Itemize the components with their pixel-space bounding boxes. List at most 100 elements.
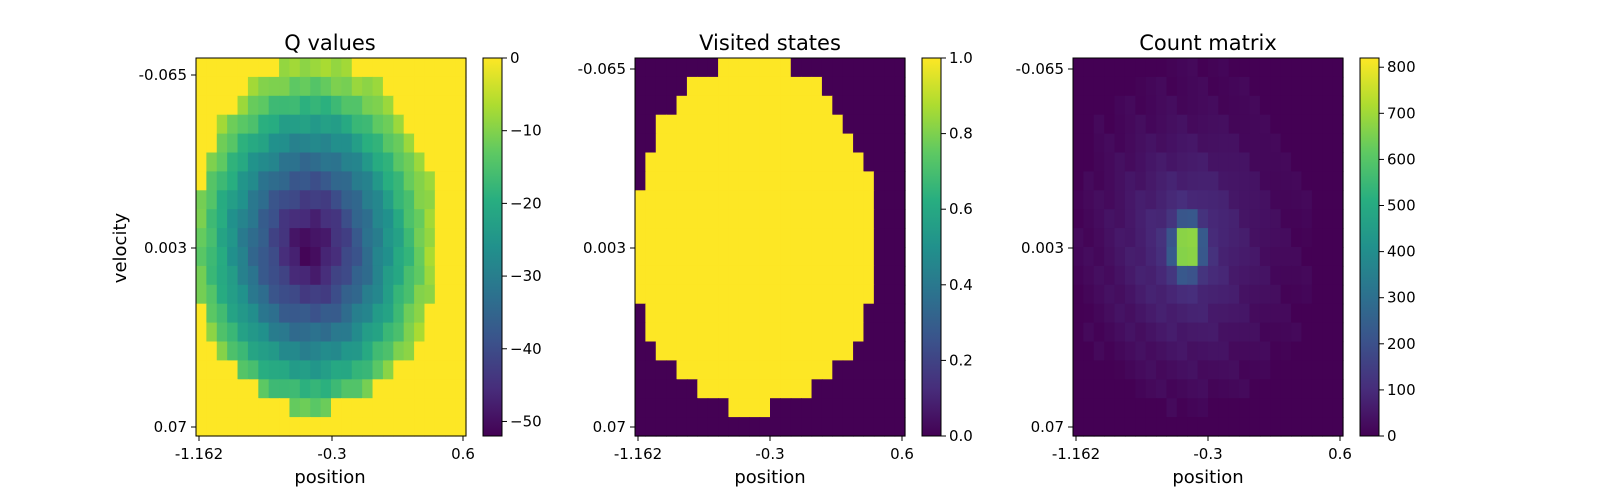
count-matrix-cell: [1322, 209, 1334, 229]
count-matrix-cell: [1291, 171, 1303, 191]
q-values-cell: [216, 190, 228, 210]
q-values-cell: [206, 76, 218, 97]
count-matrix-cell: [1124, 133, 1136, 154]
visited-states-cell: [749, 228, 761, 248]
q-values-cell: [227, 171, 239, 191]
count-matrix-cell: [1311, 284, 1323, 305]
q-values-cell: [310, 171, 322, 191]
count-matrix-cell: [1156, 417, 1168, 437]
q-values-cell: [434, 303, 446, 324]
count-matrix-cell: [1114, 95, 1126, 116]
count-matrix-title: Count matrix: [1139, 31, 1277, 55]
count-matrix-cell: [1166, 133, 1178, 154]
count-matrix-cell: [1259, 247, 1271, 267]
visited-states-cell: [728, 360, 740, 380]
count-matrix-colorbar-gradient: [1359, 57, 1380, 437]
count-matrix-cell: [1197, 190, 1209, 210]
q-values-cell: [258, 360, 270, 380]
count-matrix-cell: [1218, 76, 1230, 97]
q-values-cell: [424, 322, 436, 343]
visited-states-cell: [894, 209, 906, 229]
count-matrix-cell: [1124, 265, 1136, 286]
count-matrix-cell: [1332, 190, 1344, 210]
count-matrix-cell: [1176, 360, 1188, 380]
count-matrix-cell: [1270, 265, 1282, 286]
count-matrix-cell: [1249, 265, 1261, 286]
q-values-cell: [372, 95, 384, 116]
q-values-cell: [351, 95, 363, 116]
q-values-cell: [216, 58, 228, 78]
count-matrix-cell: [1322, 398, 1334, 418]
visited-states-cell: [853, 398, 865, 418]
colorbar-tick-label: 300: [1387, 289, 1416, 307]
count-matrix-cell: [1280, 417, 1292, 437]
q-values-cell: [289, 265, 301, 286]
visited-states-cell: [770, 360, 781, 380]
q-values-cell: [372, 209, 384, 229]
colorbar-tick-label: −10: [510, 122, 542, 140]
colorbar-tick-label: 0: [510, 49, 520, 67]
q-values-cell: [310, 360, 322, 380]
count-matrix-cell: [1239, 247, 1251, 267]
q-values-cell: [268, 114, 280, 135]
count-matrix-cell: [1208, 133, 1219, 154]
count-matrix-cell: [1145, 190, 1157, 210]
visited-states-cell: [811, 417, 823, 437]
visited-states-y-ticks: -0.065 0.003 0.07: [578, 60, 635, 436]
count-matrix-cell: [1239, 379, 1251, 399]
q-values-cell: [434, 228, 446, 248]
visited-states-cell: [738, 114, 750, 135]
visited-states-cell: [645, 171, 657, 191]
q-values-cell: [196, 190, 207, 210]
visited-states-cell: [873, 228, 885, 248]
count-matrix-cell: [1104, 228, 1116, 248]
q-values-cell: [310, 341, 322, 361]
visited-states-cell: [832, 265, 844, 286]
count-matrix-cell: [1270, 379, 1282, 399]
visited-states-cell: [749, 190, 761, 210]
q-values-cell: [216, 360, 228, 380]
count-matrix-cell: [1156, 171, 1168, 191]
count-matrix-cell: [1176, 171, 1188, 191]
count-matrix-cell: [1124, 171, 1136, 191]
count-matrix-cell: [1249, 360, 1261, 380]
visited-states-cell: [697, 190, 709, 210]
visited-states-cell: [832, 360, 844, 380]
q-values-cell: [227, 303, 239, 324]
count-matrix-cell: [1197, 228, 1209, 248]
q-values-cell: [382, 247, 394, 267]
count-matrix-cell: [1176, 303, 1188, 324]
visited-states-cell: [707, 133, 719, 154]
count-matrix-cell: [1093, 265, 1105, 286]
count-matrix-cell: [1124, 360, 1136, 380]
visited-states-cell: [863, 398, 875, 418]
visited-states-cell: [728, 228, 740, 248]
q-values-cell: [247, 379, 259, 399]
q-values-cell: [393, 114, 405, 135]
count-matrix-cell: [1145, 417, 1157, 437]
q-values-cell: [362, 152, 374, 172]
q-values-cell: [258, 341, 270, 361]
count-matrix-cell: [1073, 190, 1084, 210]
visited-states-cell: [884, 303, 896, 324]
q-values-cell: [279, 360, 291, 380]
q-values-cell: [424, 171, 436, 191]
visited-states-cell: [832, 247, 844, 267]
q-values-cell: [320, 228, 332, 248]
count-matrix-cell: [1145, 76, 1157, 97]
q-values-cell: [331, 209, 342, 229]
visited-states-cell: [676, 322, 688, 343]
q-values-cell: [455, 247, 467, 267]
q-values-cell: [227, 152, 239, 172]
count-matrix-cell: [1291, 209, 1303, 229]
q-values-cell: [393, 379, 405, 399]
count-matrix-cell: [1187, 228, 1199, 248]
visited-states-cell: [666, 398, 678, 418]
count-matrix-cell: [1073, 341, 1084, 361]
q-values-cell: [382, 284, 394, 305]
q-values-cell: [268, 265, 280, 286]
visited-states-cell: [801, 379, 813, 399]
visited-states-cell: [770, 171, 781, 191]
visited-states-cell: [645, 322, 657, 343]
